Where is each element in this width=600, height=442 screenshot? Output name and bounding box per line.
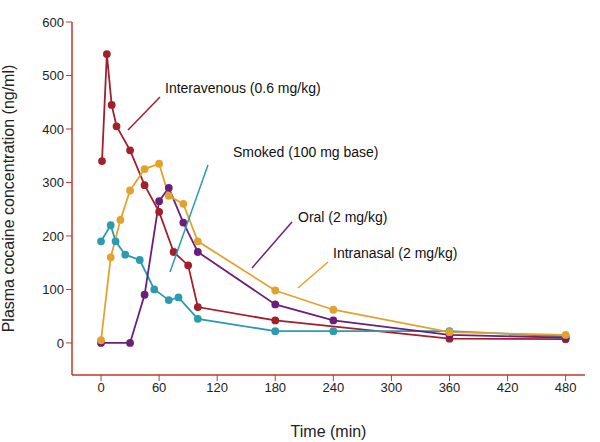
svg-text:Time (min): Time (min): [291, 423, 367, 440]
svg-text:Oral (2 mg/kg): Oral (2 mg/kg): [298, 209, 387, 225]
svg-text:400: 400: [42, 122, 64, 137]
svg-text:180: 180: [264, 380, 286, 395]
svg-text:0: 0: [57, 336, 64, 351]
svg-text:360: 360: [439, 380, 461, 395]
svg-text:0: 0: [97, 380, 104, 395]
svg-text:240: 240: [322, 380, 344, 395]
svg-text:120: 120: [206, 380, 228, 395]
svg-text:300: 300: [381, 380, 403, 395]
svg-text:Intranasal (2 mg/kg): Intranasal (2 mg/kg): [333, 245, 458, 261]
svg-text:Smoked (100 mg base): Smoked (100 mg base): [233, 144, 379, 160]
svg-text:Interavenous (0.6 mg/kg): Interavenous (0.6 mg/kg): [165, 80, 321, 96]
svg-text:420: 420: [497, 380, 519, 395]
svg-text:100: 100: [42, 282, 64, 297]
svg-text:Plasma cocaine concentration (: Plasma cocaine concentration (ng/ml): [8, 65, 17, 333]
svg-text:200: 200: [42, 229, 64, 244]
svg-text:600: 600: [42, 15, 64, 30]
svg-text:60: 60: [152, 380, 166, 395]
svg-text:500: 500: [42, 68, 64, 83]
svg-text:300: 300: [42, 175, 64, 190]
svg-text:480: 480: [555, 380, 577, 395]
